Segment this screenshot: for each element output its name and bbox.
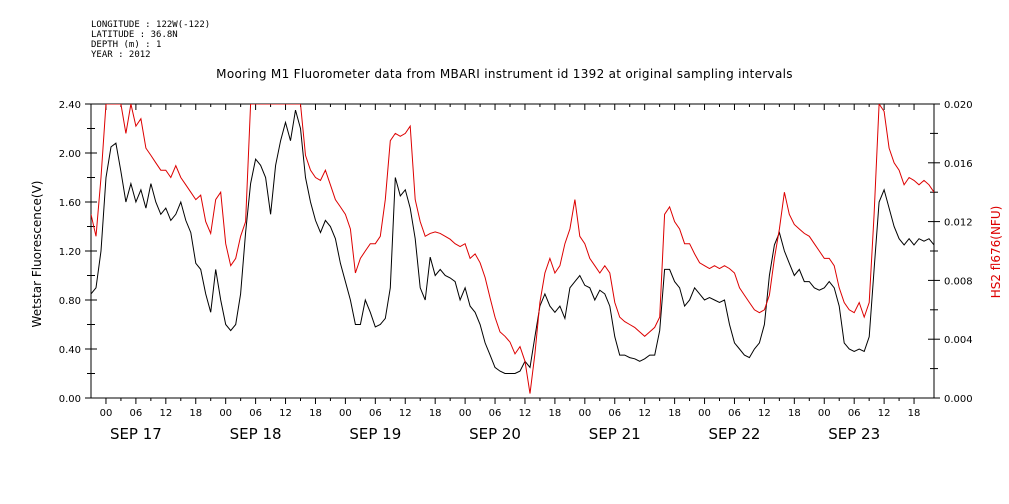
right-axis: 0.000 0.004 0.008 0.012 0.016 0.020 bbox=[928, 100, 973, 405]
x-date-label: SEP 20 bbox=[469, 425, 521, 443]
x-tick-label: 06 bbox=[130, 408, 143, 419]
x-axis: 00 06 12 18 00 06 12 18 00 06 12 18 00 06 12 18 00 06 12 18… bbox=[100, 104, 921, 443]
x-tick-label: 12 bbox=[638, 408, 651, 419]
x-tick-label: 00 bbox=[698, 408, 711, 419]
right-tick-label: 0.000 bbox=[944, 394, 973, 405]
x-tick-label: 12 bbox=[159, 408, 172, 419]
x-tick-label: 12 bbox=[519, 408, 532, 419]
x-tick-label: 18 bbox=[189, 408, 202, 419]
x-tick-label: 12 bbox=[878, 408, 891, 419]
x-tick-label: 00 bbox=[100, 408, 113, 419]
x-tick-label: 18 bbox=[309, 408, 322, 419]
meta-longitude: LONGITUDE : 122W(-122) bbox=[91, 20, 211, 30]
plot-frame bbox=[90, 103, 935, 399]
x-tick-label: 06 bbox=[249, 408, 262, 419]
x-tick-label: 12 bbox=[758, 408, 771, 419]
left-axis: 0.00 0.40 0.80 1.20 1.60 2.00 2.40 bbox=[59, 100, 97, 405]
series-layer bbox=[91, 104, 934, 394]
x-date-label: SEP 19 bbox=[349, 425, 401, 443]
y-axis-label-right: HS2 fl676(NFU) bbox=[989, 206, 1003, 299]
x-tick-label: 00 bbox=[459, 408, 472, 419]
right-tick-label: 0.016 bbox=[944, 159, 973, 170]
series-line-black bbox=[91, 109, 934, 374]
x-tick-label: 06 bbox=[489, 408, 502, 419]
x-tick-label: 06 bbox=[728, 408, 741, 419]
x-tick-label: 00 bbox=[818, 408, 831, 419]
x-date-label: SEP 22 bbox=[709, 425, 761, 443]
x-tick-label: 18 bbox=[908, 408, 921, 419]
left-tick-label: 0.80 bbox=[59, 296, 81, 307]
left-tick-label: 0.40 bbox=[59, 345, 81, 356]
x-tick-label: 00 bbox=[339, 408, 352, 419]
x-tick-label: 18 bbox=[788, 408, 801, 419]
left-tick-label: 0.00 bbox=[59, 394, 81, 405]
x-date-label: SEP 17 bbox=[110, 425, 162, 443]
y-axis-label-left: Wetstar Fluorescence(V) bbox=[30, 181, 44, 328]
x-date-label: SEP 23 bbox=[828, 425, 880, 443]
meta-depth: DEPTH (m) : 1 bbox=[91, 40, 162, 50]
left-tick-label: 2.00 bbox=[59, 149, 81, 160]
x-tick-label: 12 bbox=[399, 408, 412, 419]
series-line-red bbox=[91, 104, 934, 394]
right-tick-label: 0.004 bbox=[944, 335, 973, 346]
x-tick-label: 06 bbox=[369, 408, 382, 419]
plot-border bbox=[90, 103, 935, 399]
x-tick-label: 18 bbox=[429, 408, 442, 419]
meta-latitude: LATITUDE : 36.8N bbox=[91, 30, 178, 40]
x-tick-label: 18 bbox=[668, 408, 681, 419]
chart-title: Mooring M1 Fluorometer data from MBARI i… bbox=[216, 67, 793, 81]
x-tick-label: 06 bbox=[608, 408, 621, 419]
metadata-block: LONGITUDE : 122W(-122) LATITUDE : 36.8N … bbox=[91, 20, 210, 60]
x-date-label: SEP 18 bbox=[230, 425, 282, 443]
right-tick-label: 0.008 bbox=[944, 276, 973, 287]
x-tick-label: 18 bbox=[549, 408, 562, 419]
left-tick-label: 1.60 bbox=[59, 198, 81, 209]
right-tick-label: 0.020 bbox=[944, 100, 973, 111]
x-tick-label: 00 bbox=[578, 408, 591, 419]
right-tick-label: 0.012 bbox=[944, 218, 973, 229]
left-tick-label: 1.20 bbox=[59, 247, 81, 258]
x-date-label: SEP 21 bbox=[589, 425, 641, 443]
left-tick-label: 2.40 bbox=[59, 100, 81, 111]
x-tick-label: 06 bbox=[848, 408, 861, 419]
x-tick-label: 12 bbox=[279, 408, 292, 419]
meta-year: YEAR : 2012 bbox=[91, 50, 151, 60]
x-tick-label: 00 bbox=[219, 408, 232, 419]
